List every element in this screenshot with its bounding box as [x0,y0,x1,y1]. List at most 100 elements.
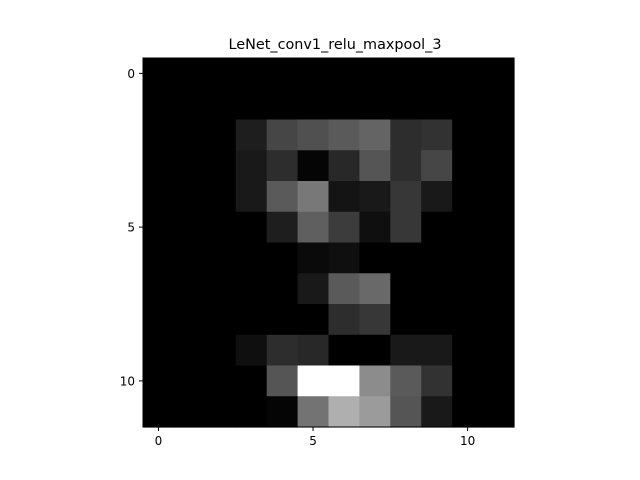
heatmap-cell [297,211,330,244]
heatmap-cell [390,181,422,213]
x-tick-label: 5 [309,434,317,448]
heatmap-cell [173,396,206,428]
heatmap-cell [328,211,361,244]
heatmap-cell [452,181,484,213]
heatmap-cell [297,150,330,182]
heatmap-cell [235,119,268,151]
heatmap-cell [483,211,515,244]
heatmap-cell [483,58,515,90]
heatmap-cell [204,58,237,90]
heatmap-cell [297,119,330,151]
heatmap-cell [483,242,515,274]
heatmap-cell [266,334,299,367]
heatmap-cell [483,181,515,213]
heatmap-cell [173,273,206,305]
heatmap-cell [452,211,484,244]
heatmap-cell [421,304,453,336]
heatmap-cell [359,211,391,244]
heatmap-cell [452,88,484,121]
heatmap-cell [483,273,515,305]
heatmap-cell [421,88,453,121]
heatmap-cell [421,58,453,90]
heatmap-cell [173,211,206,244]
heatmap-cell [452,365,484,397]
heatmap-cell [390,88,422,121]
heatmap-cell [452,119,484,151]
heatmap-cell [328,150,361,182]
heatmap-cell [235,88,268,121]
heatmap-cell [297,181,330,213]
heatmap-cell [297,273,330,305]
heatmap-cell [235,304,268,336]
heatmap-cell [328,58,361,90]
heatmap-cell [483,119,515,151]
heatmap-cell [173,181,206,213]
heatmap-cell [266,181,299,213]
y-tick-label: 10 [120,374,135,388]
heatmap-cell [359,119,391,151]
heatmap-cell [297,365,330,397]
heatmap-cell [204,88,237,121]
heatmap-cell [297,58,330,90]
x-tick-label: 0 [155,434,163,448]
heatmap-cell [421,334,453,367]
heatmap-cell [328,396,361,428]
heatmap-cell [390,119,422,151]
heatmap-cell [266,304,299,336]
heatmap-cells [143,58,515,428]
heatmap-cell [328,119,361,151]
heatmap-cell [390,304,422,336]
heatmap-cell [235,273,268,305]
plot-frame [142,57,515,428]
heatmap-cell [266,88,299,121]
heatmap-cell [297,88,330,121]
chart-title: LeNet_conv1_relu_maxpool_3 [229,37,442,53]
heatmap-cell [421,273,453,305]
heatmap-cell [421,119,453,151]
heatmap-cell [173,304,206,336]
heatmap-cell [359,150,391,182]
heatmap-cell [359,365,391,397]
heatmap-cell [421,150,453,182]
heatmap-cell [421,242,453,274]
heatmap-cell [452,150,484,182]
heatmap-cell [359,181,391,213]
y-tick-label: 0 [127,67,135,81]
heatmap-cell [266,150,299,182]
heatmap-cell [359,334,391,367]
heatmap-cell [390,396,422,428]
heatmap-cell [421,365,453,397]
heatmap-cell [297,334,330,367]
axes: 0 5 10 0 5 10 [120,57,515,448]
heatmap-cell [204,181,237,213]
heatmap-cell [297,242,330,274]
y-tick-label: 5 [127,221,135,235]
heatmap-cell [204,150,237,182]
heatmap-cell [143,88,175,121]
heatmap-cell [452,334,484,367]
heatmap-cell [235,242,268,274]
heatmap-cell [173,58,206,90]
heatmap-cell [173,88,206,121]
heatmap-cell [173,150,206,182]
heatmap-cell [143,58,175,90]
heatmap-cell [204,365,237,397]
heatmap-cell [143,150,175,182]
heatmap-cell [143,334,175,367]
heatmap-cell [235,150,268,182]
heatmap-cell [390,334,422,367]
heatmap-cell [390,211,422,244]
heatmap-cell [235,181,268,213]
heatmap-cell [390,242,422,274]
heatmap-cell [143,119,175,151]
heatmap-cell [328,304,361,336]
heatmap-cell [297,396,330,428]
heatmap-cell [359,242,391,274]
heatmap-cell [143,273,175,305]
heatmap-cell [359,88,391,121]
heatmap-cell [390,365,422,397]
heatmap-cell [143,242,175,274]
heatmap-cell [483,88,515,121]
